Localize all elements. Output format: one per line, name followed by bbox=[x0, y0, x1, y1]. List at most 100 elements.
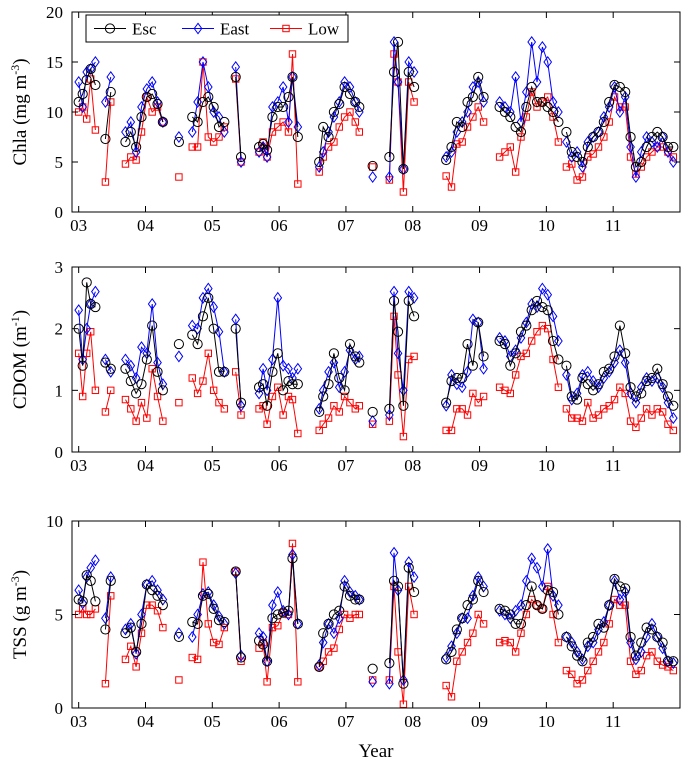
data-point bbox=[582, 637, 593, 648]
data-point bbox=[506, 143, 514, 151]
data-point bbox=[236, 399, 246, 412]
data-point bbox=[272, 348, 283, 359]
data-point bbox=[385, 677, 394, 690]
data-point bbox=[568, 160, 576, 168]
data-point bbox=[409, 571, 419, 584]
data-point bbox=[355, 128, 363, 136]
data-point bbox=[147, 320, 158, 331]
data-point bbox=[219, 617, 229, 630]
data-point bbox=[610, 395, 619, 404]
data-point bbox=[187, 125, 197, 139]
data-point bbox=[77, 360, 88, 371]
series-line bbox=[565, 84, 674, 168]
data-point bbox=[641, 622, 652, 633]
data-point bbox=[106, 365, 116, 378]
data-point bbox=[548, 310, 558, 323]
series-line bbox=[235, 328, 242, 403]
data-point bbox=[268, 392, 277, 401]
data-point bbox=[143, 414, 151, 422]
data-point bbox=[543, 288, 553, 301]
plot-area-tss bbox=[73, 539, 679, 708]
series-line bbox=[191, 297, 225, 373]
data-point bbox=[219, 366, 230, 377]
data-point bbox=[287, 553, 298, 564]
data-point bbox=[468, 313, 478, 326]
data-point bbox=[547, 335, 559, 347]
data-point bbox=[408, 81, 420, 93]
data-point bbox=[344, 338, 356, 350]
data-point bbox=[329, 110, 339, 124]
data-point bbox=[323, 618, 334, 629]
data-point bbox=[267, 613, 278, 624]
data-point bbox=[199, 377, 207, 385]
data-point bbox=[533, 328, 541, 336]
data-point bbox=[274, 383, 282, 391]
data-point bbox=[408, 586, 420, 598]
data-point bbox=[447, 145, 456, 159]
data-point bbox=[553, 354, 564, 365]
data-point bbox=[578, 160, 587, 174]
data-point bbox=[511, 648, 520, 656]
data-point bbox=[582, 379, 593, 390]
data-point bbox=[187, 111, 198, 123]
data-point bbox=[566, 641, 577, 652]
data-point bbox=[604, 363, 615, 374]
data-point bbox=[121, 395, 130, 404]
data-point bbox=[641, 375, 652, 387]
data-point bbox=[446, 375, 457, 387]
data-point bbox=[193, 389, 202, 398]
data-point bbox=[398, 400, 409, 411]
data-point bbox=[354, 593, 364, 606]
data-point bbox=[537, 603, 548, 614]
x-tick-label: 05 bbox=[204, 216, 221, 235]
data-point bbox=[452, 627, 462, 640]
legend-marker bbox=[193, 22, 203, 35]
data-point bbox=[630, 650, 642, 661]
data-point bbox=[404, 556, 414, 569]
data-point bbox=[664, 420, 672, 428]
data-point bbox=[538, 40, 547, 54]
data-point bbox=[664, 663, 672, 671]
data-point bbox=[173, 136, 185, 148]
data-point bbox=[78, 100, 88, 114]
x-tick-label: 09 bbox=[471, 456, 488, 475]
data-point bbox=[263, 678, 271, 686]
data-point bbox=[441, 654, 452, 665]
data-point bbox=[267, 111, 278, 123]
data-point bbox=[208, 323, 219, 334]
y-axis-label-end: ) bbox=[10, 570, 31, 576]
data-point bbox=[121, 623, 130, 636]
data-point bbox=[77, 596, 88, 607]
data-point bbox=[87, 610, 95, 619]
data-point bbox=[588, 385, 599, 396]
data-point bbox=[192, 338, 203, 350]
data-point bbox=[175, 173, 183, 181]
data-point bbox=[105, 86, 116, 98]
series-line bbox=[388, 41, 415, 170]
x-tick-label: 05 bbox=[204, 712, 221, 731]
series-low-cdom bbox=[74, 312, 678, 441]
x-tick-label: 10 bbox=[538, 456, 555, 475]
data-point bbox=[522, 349, 531, 358]
data-point bbox=[91, 126, 100, 134]
data-point bbox=[214, 325, 224, 338]
data-point bbox=[527, 35, 537, 49]
data-point bbox=[157, 385, 168, 396]
data-point bbox=[578, 173, 587, 181]
data-point bbox=[100, 624, 111, 635]
data-point bbox=[392, 326, 404, 337]
series-line bbox=[191, 353, 225, 410]
data-point bbox=[120, 136, 131, 148]
series-line bbox=[445, 613, 485, 699]
data-point bbox=[568, 670, 576, 679]
data-point bbox=[662, 656, 674, 667]
data-point bbox=[324, 143, 333, 151]
data-point bbox=[101, 178, 110, 186]
data-point bbox=[403, 295, 414, 307]
data-point bbox=[121, 160, 130, 168]
data-point bbox=[253, 635, 265, 646]
x-tick-label: 08 bbox=[404, 456, 421, 475]
data-point bbox=[517, 133, 525, 141]
legend-entry-east: East bbox=[182, 20, 250, 39]
